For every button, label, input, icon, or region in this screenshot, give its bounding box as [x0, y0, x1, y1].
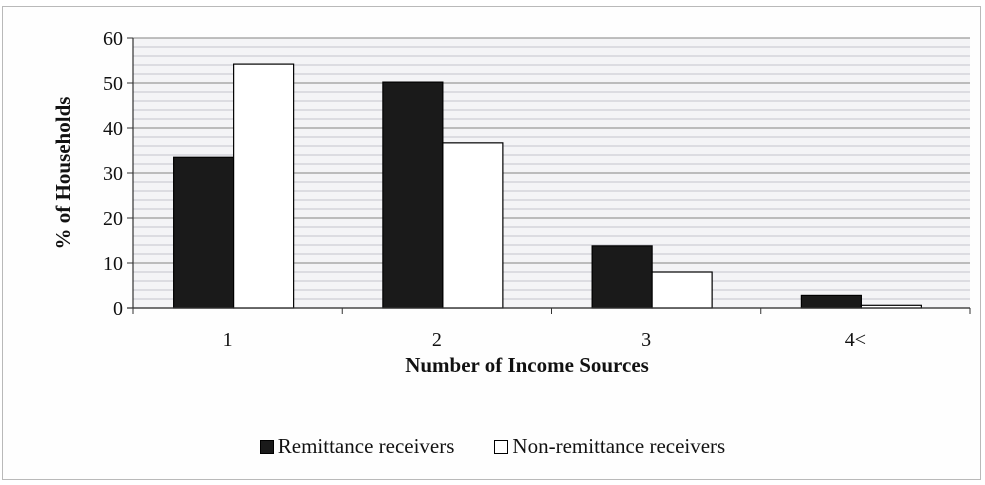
y-tick-label: 40	[103, 118, 123, 140]
y-tick-label: 20	[103, 208, 123, 230]
bar-remittance-2	[382, 81, 444, 309]
x-tick-label: 4<	[845, 329, 866, 351]
x-tick-label: 2	[432, 329, 442, 351]
y-tick-label: 50	[103, 73, 123, 95]
y-tick-label: 0	[113, 298, 123, 320]
legend: Remittance receivers Non-remittance rece…	[0, 434, 985, 459]
bar-remittance-3	[591, 245, 653, 309]
bar-remittance-4	[800, 294, 862, 309]
y-tick-label: 60	[103, 28, 123, 50]
legend-item-remittance: Remittance receivers	[259, 434, 455, 459]
axes	[127, 38, 971, 314]
bar-remittance-1	[173, 156, 235, 309]
legend-swatch-remittance	[259, 439, 274, 454]
x-tick-label: 3	[641, 329, 651, 351]
y-tick-label: 10	[103, 253, 123, 275]
y-axis-title: % of Households	[51, 97, 75, 250]
bar-non-remittance-2	[442, 142, 504, 309]
legend-label-non-remittance: Non-remittance receivers	[512, 434, 726, 458]
legend-swatch-non-remittance	[494, 439, 509, 454]
x-axis-title: Number of Income Sources	[405, 353, 649, 377]
y-axis-ticks: 0 10 20 30 40 50 60	[103, 28, 133, 320]
legend-label-remittance: Remittance receivers	[277, 434, 455, 458]
bar-non-remittance-1	[233, 63, 295, 309]
x-tick-label: 1	[223, 329, 233, 351]
y-tick-label: 30	[103, 163, 123, 185]
legend-item-non-remittance: Non-remittance receivers	[494, 434, 725, 459]
bar-non-remittance-3	[651, 271, 713, 309]
x-axis-ticks: 1 2 3 4<	[223, 329, 866, 351]
bars	[173, 63, 922, 309]
